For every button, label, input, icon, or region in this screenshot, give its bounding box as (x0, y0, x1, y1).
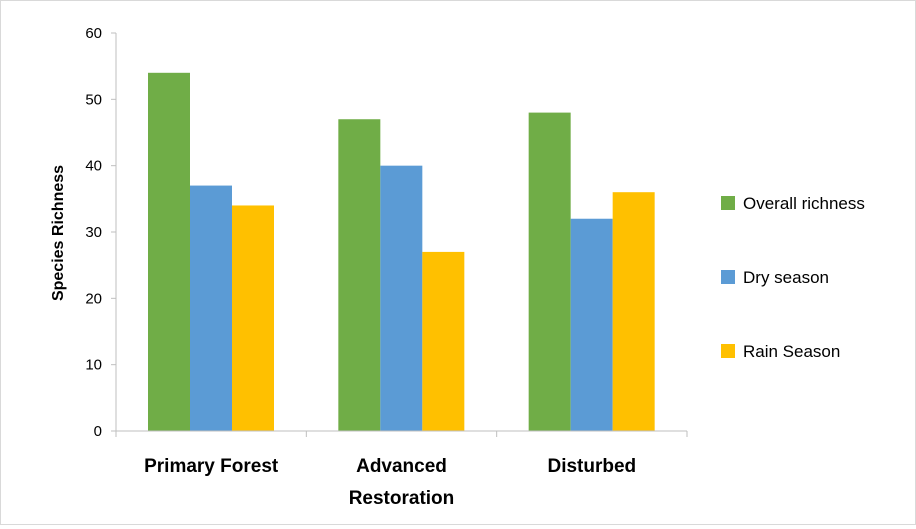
x-category-label: Disturbed (547, 456, 636, 477)
bar-dry-season-0 (190, 185, 232, 431)
x-axis-category-labels: Primary Forest Advanced Restoration Disturb… (144, 456, 636, 509)
y-tick-label: 10 (85, 357, 102, 374)
y-tick-label: 50 (85, 91, 102, 108)
bar-rain-season-0 (232, 205, 274, 431)
legend: Overall richness Dry season Rain Season (721, 194, 865, 361)
legend-swatch (721, 344, 735, 358)
bar-overall-richness-0 (148, 72, 190, 432)
y-axis-ticks: 0 10 20 30 40 50 60 (85, 25, 116, 440)
bar-dry-season-1 (380, 165, 423, 431)
bar-overall-richness-2 (528, 112, 571, 431)
legend-swatch (721, 196, 735, 210)
bar-rain-season-1 (422, 251, 465, 431)
bar-rain-season-2 (612, 192, 655, 431)
y-tick-label: 0 (94, 423, 102, 440)
y-tick-label: 30 (85, 224, 102, 241)
y-tick-label: 40 (85, 158, 102, 175)
legend-label: Overall richness (743, 194, 865, 213)
y-tick-label: 20 (85, 290, 102, 307)
legend-label: Rain Season (743, 342, 840, 361)
x-category-label: Primary Forest (144, 456, 279, 477)
bar-overall-richness-1 (338, 119, 381, 431)
bar-dry-season-2 (570, 218, 613, 431)
axes (115, 33, 688, 437)
y-axis-title: Species Richness (50, 165, 67, 301)
bars (148, 72, 655, 432)
legend-label: Dry season (743, 268, 829, 287)
x-category-label: Restoration (349, 488, 455, 509)
legend-swatch (721, 270, 735, 284)
y-tick-label: 60 (85, 25, 102, 42)
x-category-label: Advanced (356, 456, 447, 477)
